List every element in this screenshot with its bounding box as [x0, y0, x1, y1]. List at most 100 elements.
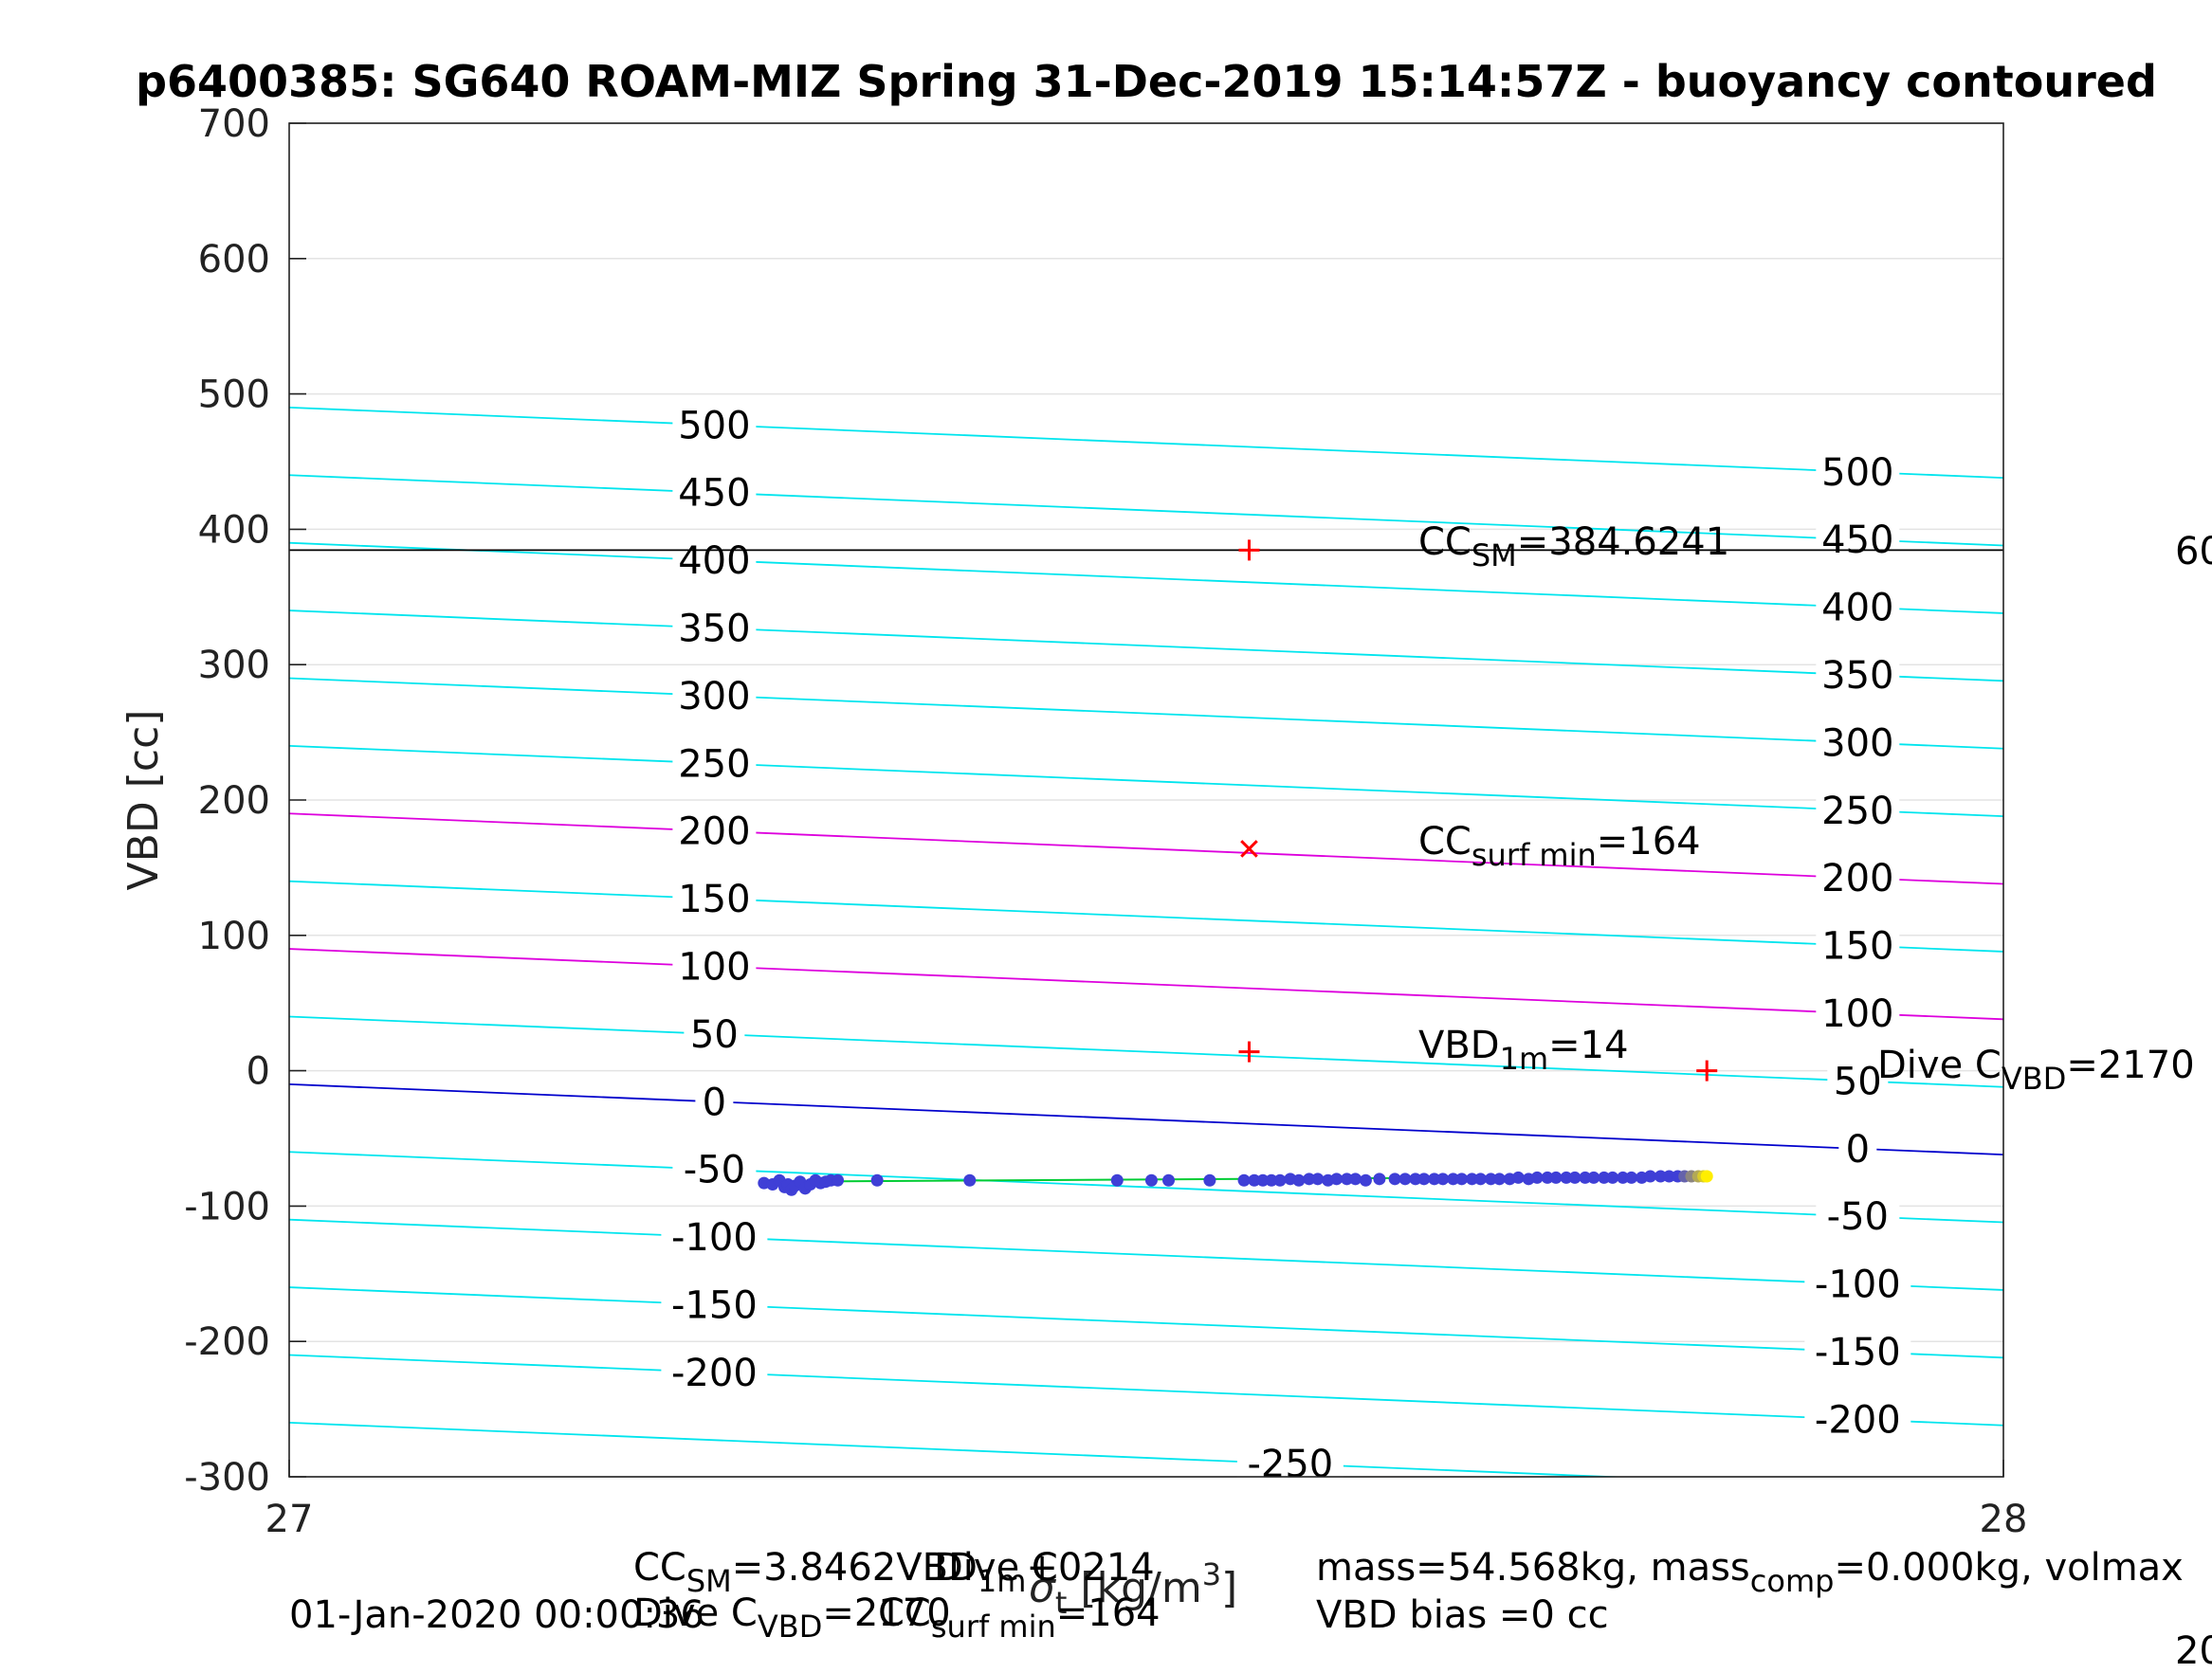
contour-label-bg — [661, 1351, 768, 1393]
contour-label-bg — [1816, 518, 1900, 561]
x-axis-label-main: σ — [1029, 1564, 1056, 1612]
contour-line — [289, 1151, 2003, 1224]
data-point — [1579, 1171, 1592, 1184]
data-point — [1256, 1173, 1270, 1187]
right-edge-value: 60 — [2175, 530, 2212, 573]
contour-label-bg — [695, 1081, 734, 1123]
data-point — [1409, 1173, 1422, 1186]
footer-vbd-bias-text: VBD bias =0 cc — [1316, 1593, 1609, 1637]
annotation-dive-c-vbd: Dive CVBD=2170 — [1877, 1046, 2195, 1094]
contour-label-bg — [661, 1283, 768, 1326]
annotation-cc-sm: CCSM=384.6241 — [1418, 523, 1729, 571]
contour-label: 200 — [1821, 857, 1893, 900]
annotation-cc-sm-sub: SM — [1471, 537, 1517, 573]
contour-label-bg — [672, 1148, 757, 1191]
contour-line — [289, 880, 2003, 953]
annotation-dive-c-value: =2170 — [2066, 1044, 2195, 1087]
contour-label-bg — [1804, 1398, 1911, 1441]
footer-cc-surf-sub: surf min — [930, 1609, 1056, 1645]
data-point — [1203, 1173, 1216, 1187]
contour-label: 300 — [678, 675, 750, 718]
contour-label-bg — [1838, 1127, 1877, 1170]
contour-label-bg — [1816, 924, 1900, 967]
x-axis-label-unit-sup: 3 — [1202, 1556, 1221, 1592]
contour-label: 250 — [678, 742, 750, 786]
data-point — [1292, 1173, 1306, 1187]
contour-label: -50 — [684, 1149, 745, 1192]
contour-label-bg — [1236, 1443, 1344, 1485]
contour-label: 400 — [1821, 587, 1893, 630]
data-point — [1662, 1170, 1675, 1183]
data-point — [1625, 1171, 1638, 1184]
contour-label-bg — [672, 674, 757, 717]
y-tick-label: 500 — [198, 373, 270, 417]
footer-dive-c-sub: VBD — [757, 1609, 823, 1645]
annotation-cc-surf-main: CC — [1418, 820, 1472, 864]
footer-cc-sm-tail: +0214 — [1026, 1546, 1155, 1590]
contour-label-bg — [1816, 450, 1900, 493]
contour-label: 200 — [678, 810, 750, 854]
x-axis-label: σt [kg/m3] — [1029, 1556, 1237, 1621]
contour-label-bg — [1804, 1263, 1911, 1305]
grid-lines — [289, 122, 2003, 1478]
contour-label-bg — [672, 607, 757, 649]
footer-mass-post: =0.000kg, volmax — [1834, 1546, 2184, 1590]
data-point — [1511, 1171, 1525, 1184]
contour-label: -100 — [1815, 1264, 1901, 1307]
contour-line — [289, 1286, 2003, 1359]
contour-label: -50 — [1827, 1195, 1889, 1239]
data-point — [1144, 1173, 1158, 1187]
contour-line — [289, 609, 2003, 682]
data-point — [1560, 1171, 1573, 1184]
contour-label-bg — [672, 878, 757, 920]
data-point — [1700, 1170, 1713, 1183]
x-tick-label: 27 — [265, 1498, 314, 1541]
data-point — [1417, 1173, 1431, 1186]
footer-overlap-dive-c: Dive C — [934, 1549, 1058, 1587]
contour-label-bg — [672, 945, 757, 988]
contour-label-bg — [672, 742, 757, 785]
contour-label-bg — [672, 539, 757, 582]
data-point — [1606, 1171, 1619, 1184]
data-point — [1474, 1173, 1488, 1186]
y-tick-label: 200 — [198, 779, 270, 823]
data-point — [1349, 1173, 1362, 1186]
contour-label-bg — [1827, 1060, 1889, 1102]
contour-label: 100 — [1821, 992, 1893, 1036]
data-point — [1428, 1173, 1441, 1186]
data-point — [1466, 1173, 1479, 1186]
data-point — [1447, 1173, 1460, 1186]
data-point — [1248, 1173, 1261, 1187]
contour-line — [289, 677, 2003, 750]
data-point — [1330, 1173, 1344, 1186]
footer-cc-sm-value: =3.8462VBD — [731, 1546, 978, 1590]
annotation-vbd-1m-main: VBD — [1418, 1024, 1500, 1067]
contour-label: 450 — [678, 472, 750, 516]
contour-label-bg — [1804, 1331, 1911, 1373]
contour-line — [289, 1082, 2003, 1156]
contour-label: 500 — [678, 404, 750, 447]
footer-dive-c-value: =2170 — [822, 1591, 951, 1635]
data-point — [1654, 1170, 1667, 1183]
contour-label-bg — [1816, 721, 1900, 764]
marker-plus — [1238, 539, 1260, 561]
footer-cc-surf-value: =164 — [1055, 1591, 1161, 1635]
contour-label: 450 — [1821, 518, 1893, 562]
data-point — [1162, 1173, 1176, 1187]
contour-label: 500 — [1821, 451, 1893, 495]
contour-label-bg — [672, 809, 757, 852]
contour-label: 100 — [678, 945, 750, 989]
contour-label: -150 — [671, 1283, 758, 1327]
annotation-vbd-1m-sub: 1m — [1499, 1041, 1549, 1077]
x-axis-label-unit: [kg/m — [1067, 1564, 1201, 1612]
contour-label: 50 — [690, 1013, 739, 1057]
data-point — [1644, 1170, 1657, 1183]
contour-line — [289, 1015, 2003, 1088]
contour-line — [289, 1354, 2003, 1427]
footer-timestamp-text: 01-Jan-2020 00:00:36 — [289, 1593, 704, 1637]
contour-label-bg — [672, 471, 757, 514]
contour-labels: 5005004504504004003503503003002502502002… — [661, 404, 1911, 1486]
contour-line — [289, 812, 2003, 885]
